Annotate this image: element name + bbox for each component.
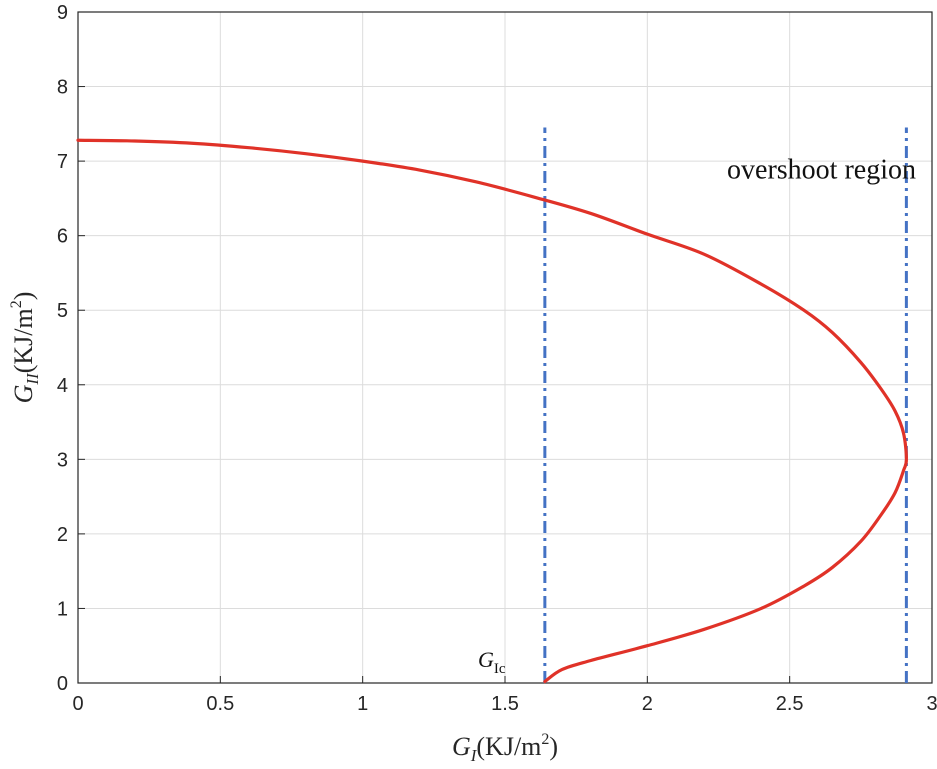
y-tick-label: 7 <box>57 151 68 173</box>
series-line <box>76 138 908 684</box>
x-tick-label: 0.5 <box>206 693 234 715</box>
grid <box>77 11 933 684</box>
y-tick-label: 3 <box>57 449 68 471</box>
x-tick-label: 0 <box>72 693 83 715</box>
x-axis-label: GI(KJ/m2) <box>452 731 558 765</box>
ticks: 0 0.5 1 1.5 2 2.5 3 0 1 2 3 4 5 6 7 8 9 <box>57 2 937 715</box>
x-tick-label: 1 <box>357 693 368 715</box>
x-tick-label: 2 <box>642 693 653 715</box>
gic-annotation: GIc <box>478 647 506 677</box>
y-tick-label: 0 <box>57 673 68 695</box>
y-tick-label: 4 <box>57 375 68 397</box>
y-tick-label: 5 <box>57 300 68 322</box>
y-tick-label: 1 <box>57 598 68 620</box>
annotations: overshoot region GIc <box>478 155 916 678</box>
y-tick-label: 9 <box>57 2 68 24</box>
y-tick-label: 8 <box>57 77 68 99</box>
reference-lines <box>543 127 908 683</box>
region-annotation: overshoot region <box>727 155 916 186</box>
x-tick-label: 2.5 <box>776 693 804 715</box>
x-tick-label: 3 <box>926 693 937 715</box>
y-tick-label: 6 <box>57 226 68 248</box>
y-tick-label: 2 <box>57 524 68 546</box>
x-tick-label: 1.5 <box>491 693 519 715</box>
y-axis-label: GII(KJ/m2) <box>8 292 42 404</box>
